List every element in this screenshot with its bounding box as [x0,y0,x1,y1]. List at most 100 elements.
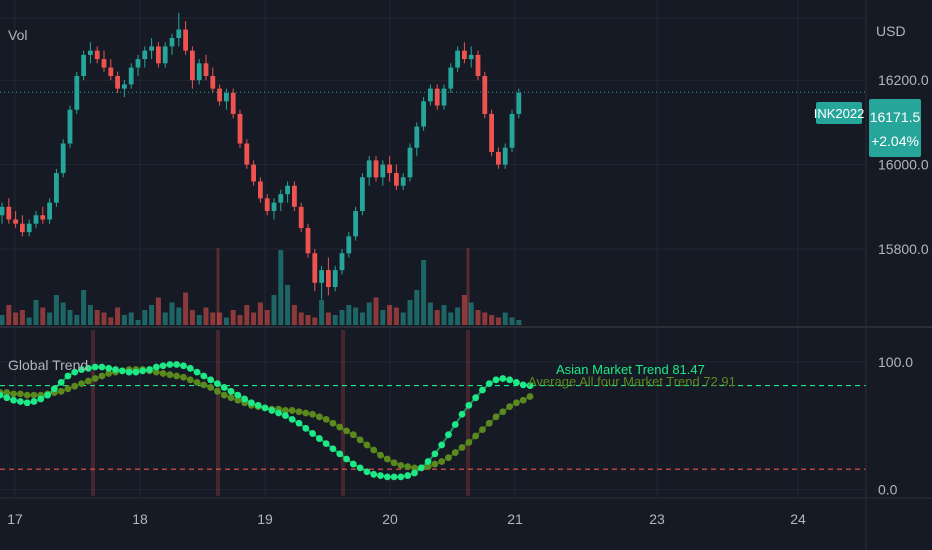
candle-body [230,92,236,114]
trend-point [71,368,79,376]
volume-bar [291,305,297,325]
trend-point [50,385,58,393]
trend-point [424,458,432,465]
candle-body [224,92,229,102]
trend-point [343,427,350,435]
volume-bar [108,317,114,325]
trend-point [404,472,412,479]
candle-body [414,126,420,148]
session-marker [216,330,220,496]
price-badge [869,99,921,157]
indicator-title[interactable]: Global Trend [8,357,88,373]
candle-body [353,211,358,237]
candle-body [217,88,222,102]
candle-body [135,59,141,68]
candle-body [203,63,209,76]
candle-body [210,75,216,89]
trend-point [315,413,323,421]
candle-body [258,181,263,199]
volume-bar [461,295,467,325]
volume-bar [285,285,291,325]
trend-point [173,361,181,368]
time-tick-label: 24 [790,511,806,527]
trend-point [465,401,473,409]
candle-body [94,50,100,60]
volume-bar [251,312,257,325]
volume-bar [87,305,93,325]
trend-point [451,449,459,456]
volume-bar [230,310,236,325]
candle-body [26,223,32,233]
candle-body [6,206,12,220]
time-tick-label: 17 [7,511,23,527]
trend-point [492,376,500,384]
candle-body [400,177,406,186]
time-tick-label: 18 [132,511,148,527]
trend-point [214,387,221,395]
trend-point [16,390,24,398]
trend-point [370,446,378,454]
trend-point [458,410,466,418]
trend-point [173,372,181,380]
asian-trend-label: Asian Market Trend 81.47 [556,362,705,377]
volume-bar [183,292,189,325]
trend-tick-label: 100.0 [878,354,913,370]
volume-bar [135,320,141,325]
volume-bar [298,312,304,325]
reference-lines [0,91,866,470]
volume-bar [353,307,359,325]
trend-point [180,373,187,381]
trend-point [356,464,364,472]
trend-point [159,370,167,377]
candle-body [448,67,454,89]
trend-point [261,404,269,412]
volume-bar [278,250,284,325]
trend-point [343,455,350,463]
candle-body [196,63,202,81]
trend-point [377,451,384,459]
candle-body [516,92,522,114]
trend-point [146,366,153,373]
volume-bar [169,302,175,325]
session-marker [216,248,220,325]
session-marker [341,330,345,496]
trend-point [214,380,221,388]
volume-bar [400,312,406,325]
candle-body [339,253,345,271]
volume-bar [489,315,495,325]
currency-label: USD [876,23,906,39]
trend-point [485,380,493,388]
trend-point [472,432,480,440]
time-tick-label: 19 [257,511,273,527]
average-trend-label: Average All four Market Trend 72.91 [528,374,736,389]
volume-bar [60,302,66,325]
trend-point [315,435,323,442]
trend-point [193,378,201,386]
trend-point [383,473,391,481]
volume-bar [244,305,250,325]
candle-body [142,50,148,60]
trend-series [0,361,534,481]
candle-body [428,88,433,102]
candle-body [183,29,188,51]
volume-bar [516,320,522,325]
trend-point [227,387,235,395]
trend-point [64,385,72,393]
trend-point [451,421,459,428]
trend-point [383,455,391,463]
trend-point [438,441,446,449]
trend-point [152,363,160,371]
trend-point [71,382,79,390]
trend-point [91,375,99,382]
trend-point [370,470,378,478]
volume-bar [414,290,420,325]
volume-bar [332,315,338,325]
trend-point [186,376,194,384]
trend-point [84,364,92,372]
volume-bar [359,312,365,325]
candle-body [326,270,331,288]
trend-point [98,363,106,371]
session-marker [466,248,470,325]
trend-point [105,370,113,377]
